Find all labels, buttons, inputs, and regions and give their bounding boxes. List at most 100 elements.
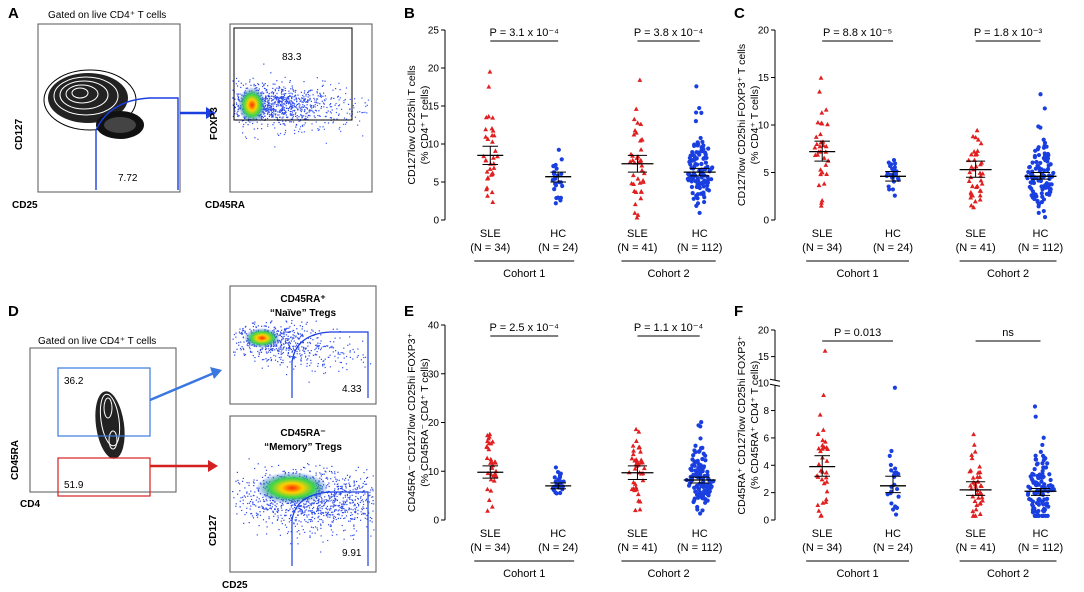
flow-event-dot xyxy=(249,350,252,352)
flow-event-dot xyxy=(332,517,334,519)
panel-A-gate-rect xyxy=(233,27,353,121)
flow-event-dot xyxy=(319,126,321,128)
flow-event-dot xyxy=(256,496,258,498)
flow-event-dot xyxy=(286,347,288,350)
flow-event-dot xyxy=(310,89,312,91)
flow-event-dot xyxy=(287,354,289,356)
flow-event-dot xyxy=(350,518,352,520)
flow-event-dot xyxy=(264,508,266,510)
flow-event-dot xyxy=(358,505,360,507)
sle-data-point xyxy=(815,152,821,157)
sle-data-point xyxy=(817,412,823,417)
flow-event-dot xyxy=(253,128,255,130)
flow-event-dot xyxy=(281,329,283,331)
flow-event-dot xyxy=(288,338,290,340)
flow-event-dot xyxy=(277,111,279,113)
sle-data-point xyxy=(815,502,821,507)
flow-event-dot xyxy=(354,499,356,501)
flow-event-dot xyxy=(330,529,332,531)
flow-event-dot xyxy=(267,109,269,111)
flow-event-dot xyxy=(329,347,331,349)
flow-event-dot xyxy=(328,508,330,510)
flow-event-dot xyxy=(325,115,327,118)
flow-event-dot xyxy=(352,358,354,360)
flow-event-dot xyxy=(313,105,315,107)
sle-data-point xyxy=(632,201,638,207)
hc-data-point xyxy=(1033,457,1039,462)
flow-event-dot xyxy=(242,84,244,86)
flow-event-dot xyxy=(232,104,234,106)
flow-event-dot xyxy=(332,328,334,330)
sle-data-point xyxy=(822,348,828,353)
flow-event-dot xyxy=(298,120,300,123)
flow-event-dot xyxy=(310,359,312,361)
flow-event-dot xyxy=(239,500,241,502)
flow-event-dot xyxy=(249,328,251,330)
flow-event-dot xyxy=(337,95,339,97)
flow-event-dot xyxy=(289,515,292,517)
flow-event-dot xyxy=(343,102,345,104)
panel-D-naive-gate xyxy=(291,331,369,398)
flow-event-dot xyxy=(321,508,323,510)
flow-event-dot xyxy=(239,490,241,492)
hc-data-point xyxy=(1042,153,1048,158)
panel-D: D Gated on live CD4⁺ T cells 36.2 51.9 C… xyxy=(8,285,377,591)
flow-event-dot xyxy=(270,72,272,74)
flow-event-dot xyxy=(362,494,365,496)
flow-event-dot xyxy=(372,488,374,490)
flow-event-dot xyxy=(337,505,340,507)
flow-event-dot xyxy=(326,345,328,347)
flow-event-dot xyxy=(344,517,346,519)
group-label: SLE xyxy=(480,228,501,240)
sle-data-point xyxy=(970,493,976,499)
flow-event-dot xyxy=(271,506,273,508)
panel-label-A: A xyxy=(8,5,19,22)
flow-event-dot xyxy=(334,499,337,501)
flow-event-dot xyxy=(261,367,263,369)
flow-event-dot xyxy=(286,532,289,535)
flow-event-dot xyxy=(314,99,316,101)
flow-event-dot xyxy=(274,114,277,116)
flow-event-dot xyxy=(286,97,288,99)
flow-event-dot xyxy=(337,471,339,473)
hc-data-point xyxy=(702,195,707,200)
sle-data-point xyxy=(633,106,639,111)
flow-event-dot xyxy=(355,492,357,494)
flow-event-dot xyxy=(308,507,311,509)
flow-event-dot xyxy=(306,112,308,114)
flow-event-dot xyxy=(313,511,315,513)
flow-event-dot xyxy=(354,484,356,486)
flow-event-dot xyxy=(298,106,300,108)
flow-event-dot xyxy=(285,328,287,330)
flow-event-dot xyxy=(288,90,290,92)
flow-event-dot xyxy=(317,502,319,505)
flow-event-dot xyxy=(343,123,345,125)
flow-event-dot xyxy=(300,99,302,101)
flow-event-dot xyxy=(234,354,236,356)
flow-event-dot xyxy=(333,97,335,99)
flow-event-dot xyxy=(286,337,288,340)
flow-event-dot xyxy=(292,89,294,91)
flow-event-dot xyxy=(317,516,319,518)
flow-event-dot xyxy=(293,358,295,360)
flow-event-dot xyxy=(282,89,284,91)
flow-event-dot xyxy=(284,340,287,342)
flow-event-dot xyxy=(329,111,331,113)
flow-event-dot xyxy=(364,102,366,104)
flow-event-dot xyxy=(290,103,292,105)
flow-event-dot xyxy=(253,85,255,87)
flow-event-dot xyxy=(293,129,296,131)
flow-event-dot xyxy=(270,105,272,107)
flow-event-dot xyxy=(324,95,326,97)
flow-event-dot xyxy=(292,508,294,510)
group-n-label: (N = 112) xyxy=(1018,542,1063,554)
hc-data-point xyxy=(696,465,701,470)
flow-event-dot xyxy=(354,517,356,519)
sle-data-point xyxy=(631,479,636,485)
flow-event-dot xyxy=(352,105,354,107)
flow-event-dot xyxy=(337,96,339,98)
flow-event-dot xyxy=(318,346,320,348)
cohort-label: Cohort 2 xyxy=(647,268,689,280)
flow-event-dot xyxy=(361,112,363,114)
flow-event-dot xyxy=(267,99,269,101)
